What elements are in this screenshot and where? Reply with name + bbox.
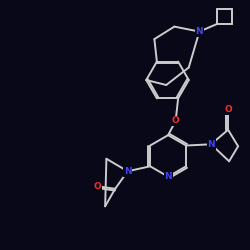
Text: O: O	[172, 116, 179, 126]
Text: O: O	[94, 182, 102, 191]
Text: N: N	[207, 140, 215, 149]
Text: N: N	[164, 172, 172, 181]
Text: O: O	[224, 105, 232, 114]
Text: N: N	[124, 167, 132, 176]
Text: N: N	[196, 27, 203, 36]
